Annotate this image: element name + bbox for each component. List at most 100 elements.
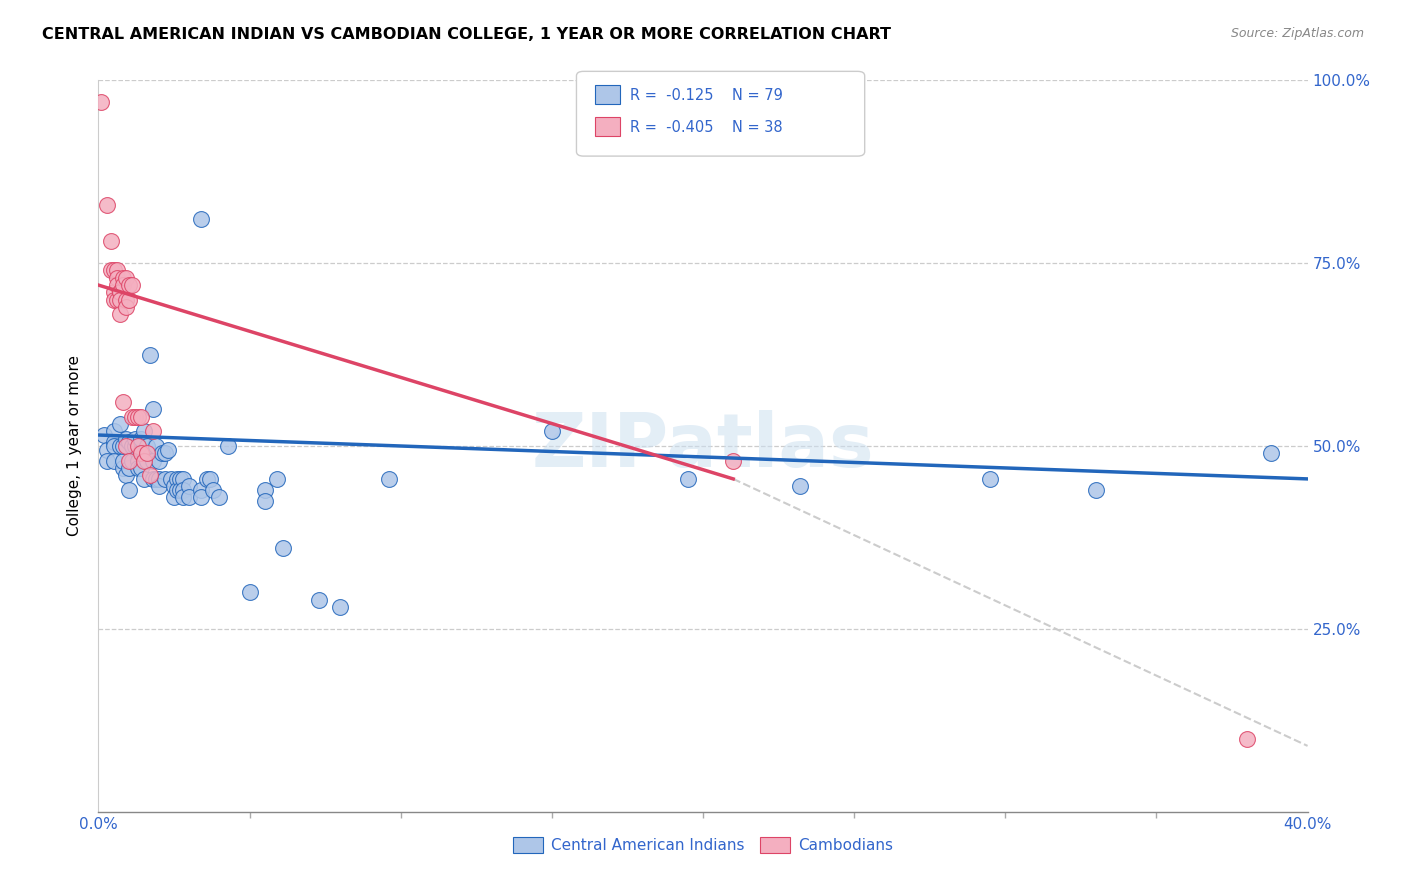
Point [308,592,330,607]
Point [129,409,152,424]
Point [103,293,125,307]
Point [132,446,155,460]
Point [1236,731,1258,746]
Point [114,300,136,314]
Point [118,435,141,450]
Point [90,95,112,110]
Text: R =  -0.405    N = 38: R = -0.405 N = 38 [630,120,783,135]
Point [121,439,143,453]
Point [979,472,1001,486]
Point [118,483,141,497]
Point [129,446,152,460]
Point [135,453,157,467]
Point [96,197,118,211]
Point [108,285,131,300]
Point [172,483,194,497]
Point [135,446,157,460]
Legend: Central American Indians, Cambodians: Central American Indians, Cambodians [506,830,900,859]
Point [108,439,131,453]
Point [190,483,212,497]
Point [169,472,191,486]
Point [132,425,155,439]
Point [96,442,118,457]
Point [190,490,212,504]
Point [108,293,131,307]
Point [129,446,152,460]
Point [540,425,562,439]
Point [124,439,146,453]
Point [166,472,188,486]
Point [179,479,201,493]
Point [329,599,352,614]
Text: R =  -0.125    N = 79: R = -0.125 N = 79 [630,88,783,103]
Point [127,409,149,424]
Point [108,285,131,300]
Point [124,409,146,424]
Point [103,263,125,277]
Text: CENTRAL AMERICAN INDIAN VS CAMBODIAN COLLEGE, 1 YEAR OR MORE CORRELATION CHART: CENTRAL AMERICAN INDIAN VS CAMBODIAN COL… [42,27,891,42]
Point [150,446,173,460]
Point [100,263,122,277]
Point [103,453,125,467]
Point [239,585,262,599]
Point [127,453,149,467]
Point [114,270,136,285]
Point [145,439,167,453]
Point [142,453,165,467]
Point [169,483,191,497]
Point [148,453,170,467]
Point [118,278,141,293]
Point [139,468,162,483]
Point [172,472,194,486]
Point [142,425,165,439]
Point [217,439,239,453]
Point [100,234,122,248]
Point [676,472,699,486]
Point [111,461,134,475]
Point [105,293,128,307]
Point [132,472,155,486]
Point [105,263,128,277]
Point [148,472,170,486]
Point [108,417,131,431]
Point [114,439,136,453]
Point [135,439,157,453]
Point [195,472,218,486]
Point [208,490,231,504]
Point [377,472,399,486]
Point [114,432,136,446]
Point [190,212,212,227]
Point [127,461,149,475]
Point [124,432,146,446]
Point [271,541,294,556]
Point [723,453,745,467]
Point [200,472,222,486]
Point [127,446,149,460]
Point [1260,446,1282,460]
Point [153,446,176,460]
Point [111,270,134,285]
Point [103,425,125,439]
Point [142,402,165,417]
Point [114,293,136,307]
Point [111,453,134,467]
Y-axis label: College, 1 year or more: College, 1 year or more [67,356,83,536]
Point [121,453,143,467]
Point [118,293,141,307]
Point [142,472,165,486]
Point [153,472,176,486]
Point [145,472,167,486]
Point [93,428,115,442]
Text: ZIPatlas: ZIPatlas [531,409,875,483]
Point [266,472,288,486]
Point [121,278,143,293]
Point [103,435,125,450]
Point [111,395,134,409]
Point [253,494,276,508]
Point [129,432,152,446]
Point [96,453,118,467]
Point [129,461,152,475]
Point [127,439,149,453]
Point [179,490,201,504]
Point [111,278,134,293]
